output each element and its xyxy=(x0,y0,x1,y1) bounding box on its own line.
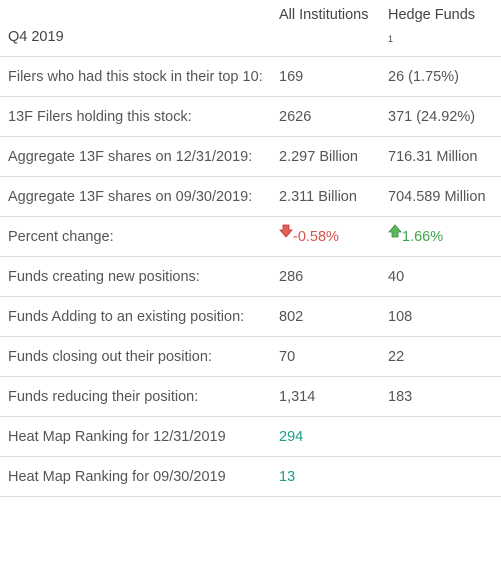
all-institutions-header: All Institutions xyxy=(271,0,380,57)
hedge-funds-footnote[interactable]: 1 xyxy=(388,34,394,44)
period-header: Q4 2019 xyxy=(0,0,271,57)
row-label: Aggregate 13F shares on 09/30/2019: xyxy=(0,176,271,217)
row-label: Filers who had this stock in their top 1… xyxy=(0,56,271,97)
table-row: Aggregate 13F shares on 12/31/2019: 2.29… xyxy=(0,136,501,177)
row-label: Heat Map Ranking for 12/31/2019 xyxy=(0,416,271,457)
table-row: Aggregate 13F shares on 09/30/2019: 2.31… xyxy=(0,176,501,217)
arrow-down-icon xyxy=(279,224,293,238)
row-label: Heat Map Ranking for 09/30/2019 xyxy=(0,456,271,497)
all-institutions-value: 802 xyxy=(271,296,380,337)
hedge-funds-value: 716.31 Million xyxy=(380,136,501,177)
hedge-funds-value: 40 xyxy=(380,256,501,297)
table-row: Funds reducing their position: 1,314 183 xyxy=(0,376,501,417)
row-label: Percent change: xyxy=(0,216,271,257)
table-row: Heat Map Ranking for 12/31/2019 294 xyxy=(0,416,501,457)
row-label: Funds closing out their position: xyxy=(0,336,271,377)
table-row: Percent change: -0.58% 1.66% xyxy=(0,216,501,257)
hedge-funds-change: 1.66% xyxy=(380,216,501,257)
all-institutions-value: 2626 xyxy=(271,96,380,137)
hedge-funds-value: 108 xyxy=(380,296,501,337)
table-row: Funds creating new positions: 286 40 xyxy=(0,256,501,297)
table-row: Funds closing out their position: 70 22 xyxy=(0,336,501,377)
hedge-funds-change-value: 1.66% xyxy=(402,229,444,245)
hedge-funds-header: Hedge Funds 1 xyxy=(380,0,501,57)
all-institutions-value: 2.311 Billion xyxy=(271,176,380,217)
row-label: Aggregate 13F shares on 12/31/2019: xyxy=(0,136,271,177)
all-institutions-value: 169 xyxy=(271,56,380,97)
all-institutions-change-value: -0.58% xyxy=(293,229,339,245)
table-row: Funds Adding to an existing position: 80… xyxy=(0,296,501,337)
row-label: 13F Filers holding this stock: xyxy=(0,96,271,137)
heat-map-rank-link[interactable]: 294 xyxy=(271,416,380,457)
table-row: Filers who had this stock in their top 1… xyxy=(0,56,501,97)
all-institutions-value: 2.297 Billion xyxy=(271,136,380,177)
row-label: Funds creating new positions: xyxy=(0,256,271,297)
hedge-funds-value: 26 (1.75%) xyxy=(380,56,501,97)
hedge-funds-value: 371 (24.92%) xyxy=(380,96,501,137)
table-row: 13F Filers holding this stock: 2626 371 … xyxy=(0,96,501,137)
institutional-holdings-table: Q4 2019 All Institutions Hedge Funds 1 F… xyxy=(0,0,501,497)
row-label: Funds Adding to an existing position: xyxy=(0,296,271,337)
all-institutions-value: 1,314 xyxy=(271,376,380,417)
row-label: Funds reducing their position: xyxy=(0,376,271,417)
arrow-up-icon xyxy=(388,224,402,238)
table-row: Heat Map Ranking for 09/30/2019 13 xyxy=(0,456,501,497)
hedge-funds-value: 183 xyxy=(380,376,501,417)
hedge-funds-value: 22 xyxy=(380,336,501,377)
hedge-funds-value xyxy=(380,456,501,497)
hedge-funds-header-label: Hedge Funds xyxy=(388,7,476,23)
heat-map-rank-link[interactable]: 13 xyxy=(271,456,380,497)
header-row: Q4 2019 All Institutions Hedge Funds 1 xyxy=(0,0,501,57)
all-institutions-value: 286 xyxy=(271,256,380,297)
hedge-funds-value xyxy=(380,416,501,457)
all-institutions-value: 70 xyxy=(271,336,380,377)
hedge-funds-value: 704.589 Million xyxy=(380,176,501,217)
all-institutions-change: -0.58% xyxy=(271,216,380,257)
